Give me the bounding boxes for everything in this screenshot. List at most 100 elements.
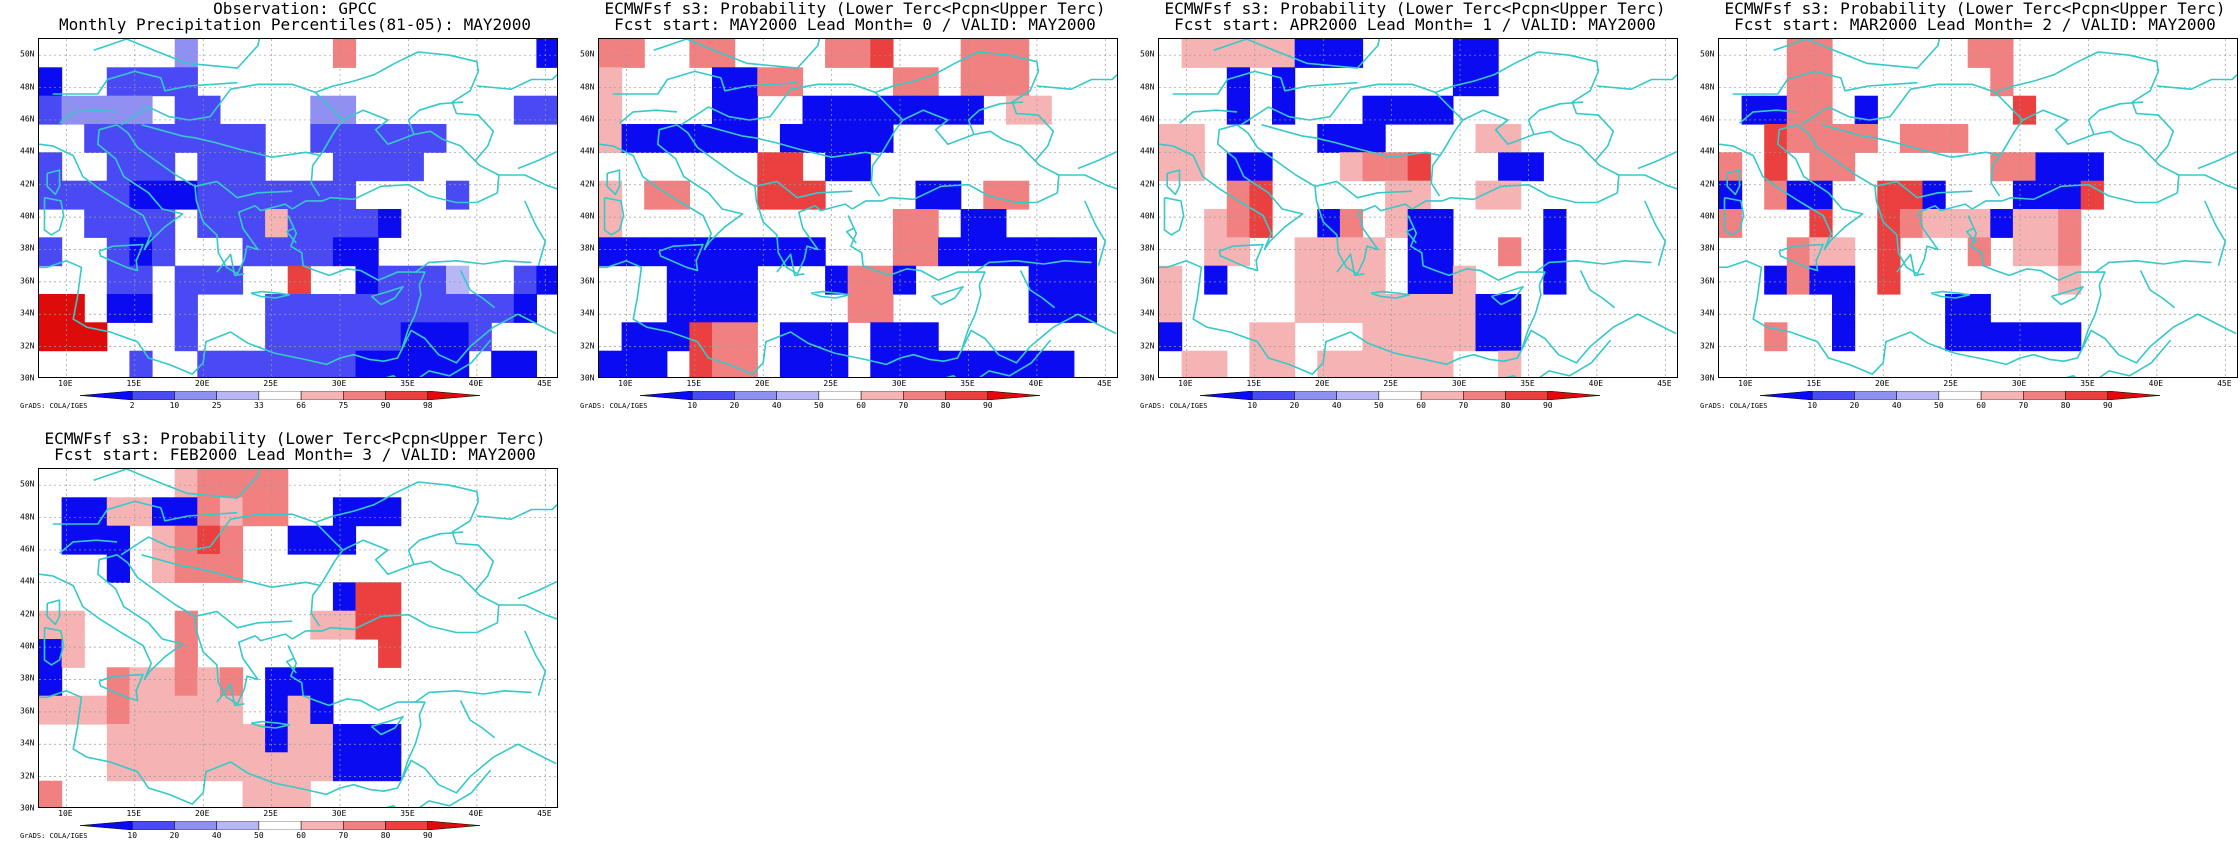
grid-cell (1764, 180, 1788, 210)
grid-cell (734, 67, 758, 97)
grid-cell (712, 265, 736, 295)
colorbar-segment (1811, 391, 1855, 400)
coastline (315, 51, 495, 161)
colorbar-segment (427, 821, 480, 830)
grid-cell (1204, 209, 1228, 238)
grid-cell (378, 322, 402, 352)
grid-cell (84, 124, 108, 153)
lat-label: 30N (20, 803, 35, 813)
grid-cell (1362, 152, 1386, 182)
grid-cell (265, 469, 289, 498)
grid-cell (106, 180, 130, 210)
grid-cell (152, 695, 176, 725)
grid-cell (915, 322, 939, 352)
coastline (1520, 313, 1677, 364)
coastline (476, 73, 557, 90)
colorbar-segment (385, 391, 429, 400)
grid-cell (1294, 294, 1318, 323)
grid-cell (712, 67, 736, 97)
grid-cell (332, 95, 357, 125)
coastline (1172, 70, 1358, 95)
coastline (1261, 124, 1442, 158)
grid-cell (870, 350, 894, 377)
coastline (1637, 150, 1677, 170)
grid-cell (1159, 265, 1183, 295)
grid-cell (1786, 67, 1810, 97)
map-panel-4: ECMWFsf s3: Probability (Lower Terc<Pcpn… (20, 430, 570, 855)
grid-cell (265, 780, 289, 807)
grid-cell (983, 237, 1007, 267)
coastline (1527, 101, 1584, 135)
grid-cell (734, 322, 758, 352)
coastline (1726, 169, 1741, 196)
grid-cell (242, 237, 266, 267)
coastline (1579, 270, 1616, 309)
grid-cell (892, 67, 917, 97)
coastline (1874, 180, 1973, 199)
coastline (1058, 174, 1117, 190)
grid-cell (1181, 152, 1205, 182)
grid-cell (129, 124, 153, 153)
grid-cell (1543, 265, 1567, 295)
grid-cell (332, 525, 357, 555)
grid-cell (802, 180, 826, 210)
grid-cell (152, 67, 176, 97)
grid-cell (152, 237, 176, 267)
lat-label: 48N (1140, 82, 1155, 92)
grid-cell (423, 124, 447, 153)
coastline (517, 150, 557, 170)
lat-label: 42N (20, 609, 35, 619)
lon-label: 20E (194, 379, 210, 388)
grid-cell (378, 350, 402, 377)
lat-label: 38N (1700, 243, 1715, 253)
panel-subtitle: Fcst start: FEB2000 Lead Month= 3 / VALI… (54, 445, 536, 464)
grid-cell (1809, 265, 1833, 295)
grid-cell (1922, 180, 1946, 210)
coastline (43, 626, 65, 666)
grid-cell (219, 469, 244, 498)
grid-cell (870, 39, 894, 68)
coastline (1896, 253, 1925, 277)
coastline (1738, 109, 1798, 124)
coastline (845, 227, 857, 244)
grid-cell (400, 322, 424, 352)
coastline (1077, 150, 1117, 170)
coastline (1163, 196, 1185, 236)
grid-cell (1809, 95, 1833, 125)
coastline (653, 39, 821, 69)
grid-cell (1786, 39, 1810, 68)
grid-cell (106, 497, 130, 527)
grid-cell (1407, 152, 1431, 182)
grid-cell (1006, 237, 1030, 267)
coastline (498, 174, 557, 190)
map-frame (38, 468, 558, 808)
grid-cell (536, 95, 557, 125)
coastline (676, 124, 853, 275)
grid-cell (265, 695, 289, 725)
grid-cell (1809, 152, 1833, 182)
lat-label: 38N (20, 673, 35, 683)
lon-label: 35E (960, 379, 975, 388)
grid-cell (242, 780, 266, 807)
grid-cell (1475, 294, 1499, 323)
colorbar-label: 20 (729, 401, 740, 410)
grid-cell (1877, 265, 1901, 295)
panel-title: ECMWFsf s3: Probability (Lower Terc<Pcpn… (604, 0, 1106, 18)
coastline (58, 109, 118, 124)
grid-cell (2035, 322, 2059, 352)
coastline (43, 196, 65, 236)
grid-cell (1362, 237, 1386, 267)
coastline (1218, 243, 1264, 272)
grid-cell (1385, 95, 1409, 125)
grid-cell (1990, 209, 2014, 238)
grid-cell (310, 209, 334, 238)
grid-cell (400, 124, 424, 153)
map-panel-1: ECMWFsf s3: Probability (Lower Terc<Pcpn… (580, 0, 1130, 425)
grid-cell (825, 124, 849, 153)
coastline (216, 683, 245, 707)
colorbar-segment (1420, 391, 1464, 400)
grid-cell (870, 265, 894, 295)
grid-cell (1362, 294, 1386, 323)
lon-label: 30E (331, 809, 347, 818)
grid-cell (287, 724, 311, 753)
